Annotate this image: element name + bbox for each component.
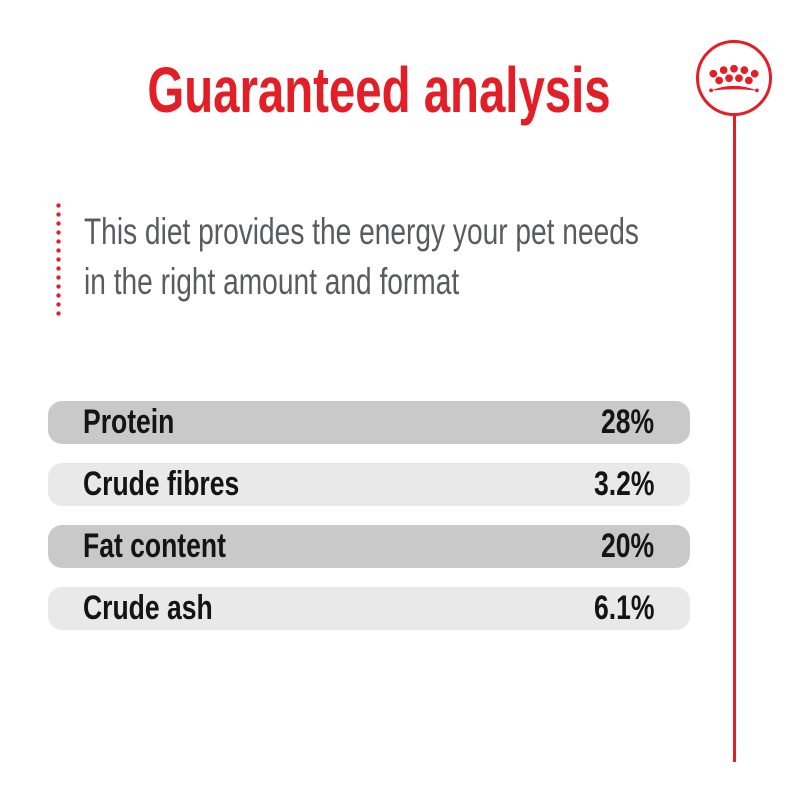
analysis-row-protein: Protein 28%	[48, 401, 690, 444]
page-title: Guaranteed analysis	[147, 54, 611, 126]
analysis-row-crude-fibres: Crude fibres 3.2%	[48, 463, 690, 506]
row-label: Crude ash	[83, 589, 213, 627]
intro-line-1: This diet provides the energy your pet n…	[84, 211, 639, 252]
analysis-row-fat-content: Fat content 20%	[48, 525, 690, 568]
analysis-table: Protein 28% Crude fibres 3.2% Fat conten…	[48, 401, 690, 649]
row-value: 6.1%	[593, 589, 654, 627]
vertical-accent-line	[733, 115, 736, 762]
row-value: 20%	[600, 527, 654, 565]
row-value: 3.2%	[593, 465, 654, 503]
analysis-row-crude-ash: Crude ash 6.1%	[48, 587, 690, 630]
dotted-accent-line	[56, 201, 61, 318]
intro-text: This diet provides the energy your pet n…	[84, 207, 639, 307]
intro-line-2: in the right amount and format	[84, 261, 460, 302]
row-label: Protein	[83, 403, 175, 441]
row-value: 28%	[600, 403, 654, 441]
royal-canin-logo	[696, 40, 772, 116]
row-label: Crude fibres	[83, 465, 240, 503]
crown-icon	[709, 64, 759, 92]
row-label: Fat content	[83, 527, 226, 565]
